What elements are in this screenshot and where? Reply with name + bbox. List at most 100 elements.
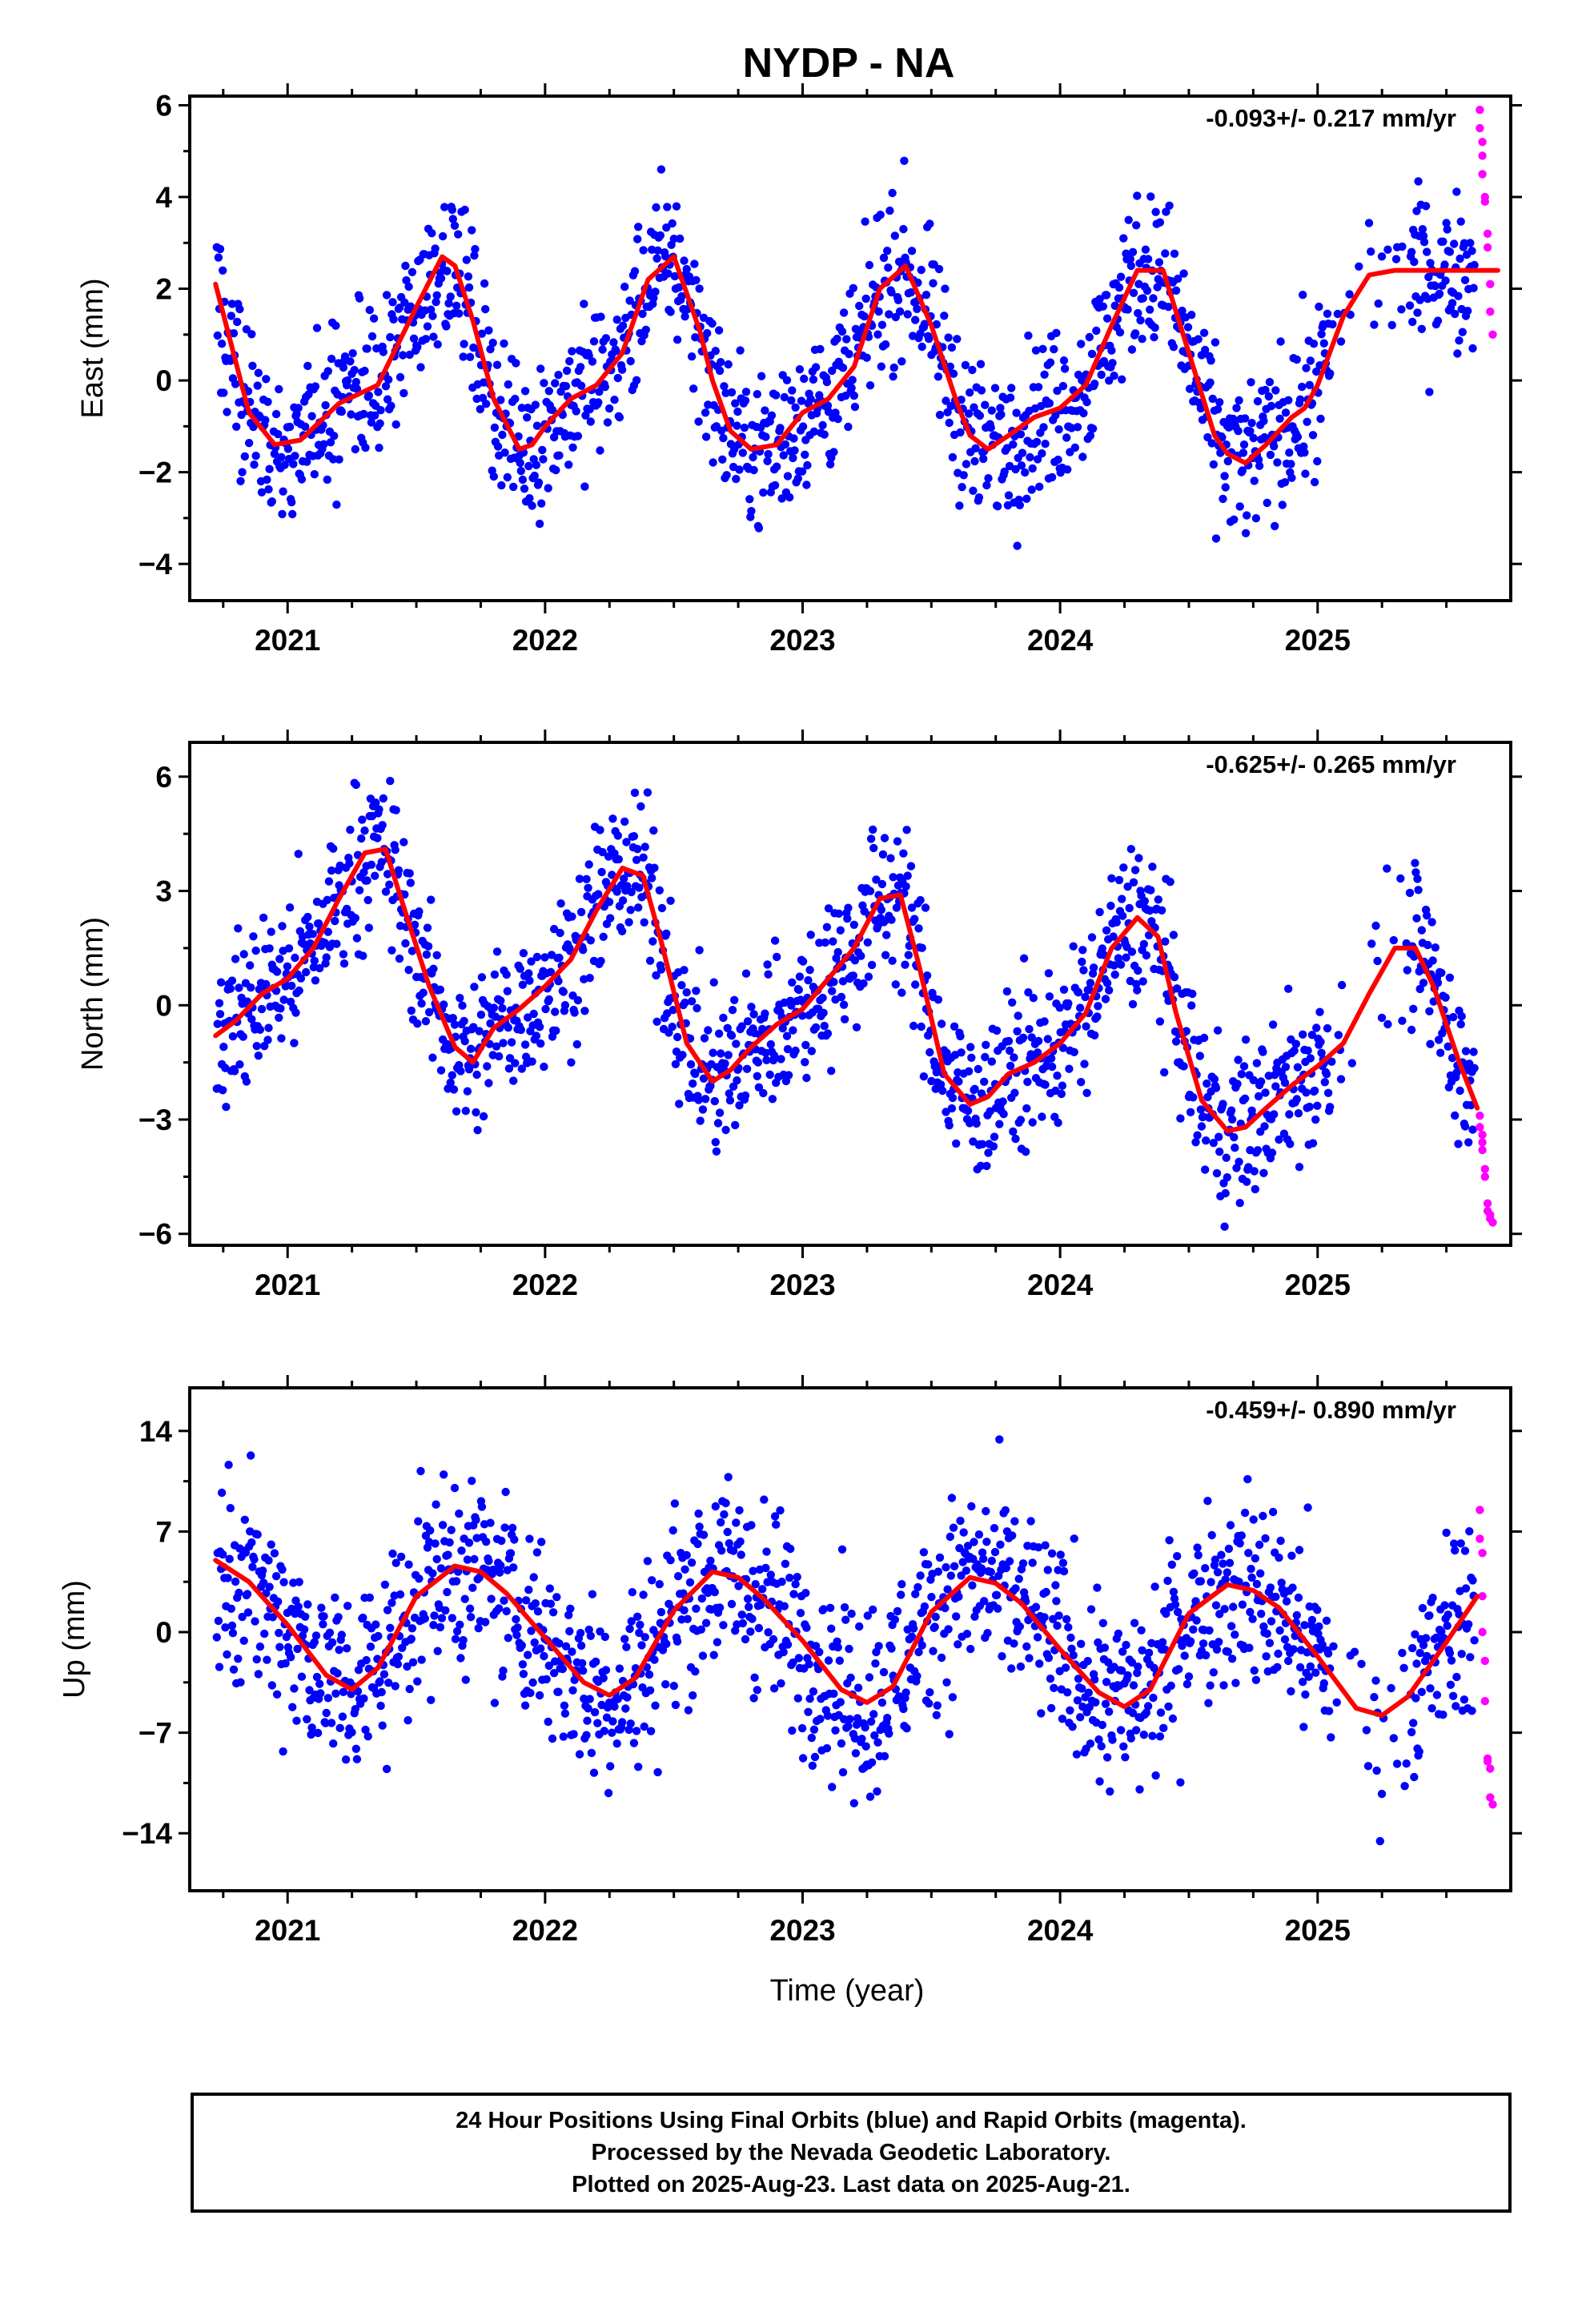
data-point [1284,984,1293,993]
data-point [378,1721,387,1730]
data-point [554,977,563,986]
data-point [1184,1672,1194,1681]
data-point [1194,335,1203,344]
data-point [395,304,404,312]
data-point [998,1652,1006,1661]
data-point [1445,1649,1455,1658]
data-point [464,283,474,292]
data-point [909,1624,918,1633]
data-point [375,1677,384,1686]
data-point [863,938,873,947]
data-point [801,1040,810,1050]
data-point [416,1466,425,1476]
data-point [902,1724,911,1733]
data-point [229,329,239,338]
data-point [906,862,916,870]
data-point [711,347,720,356]
data-point [1053,1621,1062,1630]
data-point [277,1034,286,1043]
data-point [649,826,658,835]
data-point [833,947,842,957]
data-point [359,1613,367,1622]
data-point [1323,1088,1333,1098]
data-point [725,1096,735,1105]
data-point [352,1755,362,1763]
data-point [1215,1610,1224,1618]
data-point [1053,386,1062,396]
data-point [994,502,1002,511]
data-point [989,1142,998,1151]
data-point [1265,1638,1275,1647]
data-point [736,1537,745,1546]
data-point [787,1001,796,1010]
data-point [301,422,310,431]
data-point [359,951,367,960]
data-point [1022,1104,1031,1113]
data-point [274,1597,283,1606]
data-point [632,1727,641,1735]
data-point [532,1031,541,1040]
final-orbit-points [212,1435,1479,1846]
data-point [219,1550,227,1559]
data-point [1271,521,1279,531]
data-point [1080,1059,1089,1068]
data-point [978,1140,987,1149]
data-point [710,1096,719,1106]
data-point [1141,245,1150,254]
data-point [525,1534,534,1543]
data-point [669,1682,678,1691]
x-tick-label: 2024 [1027,1269,1094,1301]
data-point [1392,1759,1402,1768]
data-point [1224,1544,1234,1554]
data-point [450,1483,460,1493]
data-point [406,879,415,887]
data-point [1043,1566,1053,1574]
data-point [307,412,316,420]
data-point [489,1003,498,1012]
data-point [1050,1683,1058,1692]
data-point [294,850,303,858]
data-point [1328,320,1337,329]
data-point [877,879,887,889]
data-point [1223,456,1233,466]
data-point [620,875,628,883]
data-point [879,1667,889,1677]
data-point [490,423,500,432]
data-point [927,1593,936,1602]
data-point [713,1638,722,1647]
rapid-point [1488,1800,1497,1809]
data-point [1097,370,1106,380]
data-point [419,988,428,997]
data-point [343,376,352,385]
data-point [819,1008,828,1018]
data-point [1203,1079,1211,1088]
data-point [449,1085,459,1094]
data-point [897,1580,906,1589]
data-point [383,1606,392,1614]
data-point [1323,1023,1332,1033]
data-point [540,1062,548,1072]
data-point [1004,491,1014,500]
data-point [339,363,348,372]
data-point [919,1072,929,1081]
data-point [1326,1103,1335,1112]
data-point [250,460,259,469]
data-point [219,388,228,397]
data-point [458,1001,467,1010]
data-point [292,1716,301,1725]
data-point [1407,1025,1416,1035]
plot-frame [188,94,1512,602]
data-point [447,1526,456,1534]
data-point [673,1032,682,1042]
data-point [1240,1094,1250,1104]
data-point [1311,1668,1320,1677]
data-point [1244,1163,1253,1172]
data-point [855,301,864,311]
data-point [319,440,328,448]
data-point [851,1749,861,1758]
data-point [1079,408,1088,418]
data-point [724,360,733,369]
data-point [1130,866,1140,875]
data-point [1261,385,1270,395]
data-point [1155,1732,1165,1741]
